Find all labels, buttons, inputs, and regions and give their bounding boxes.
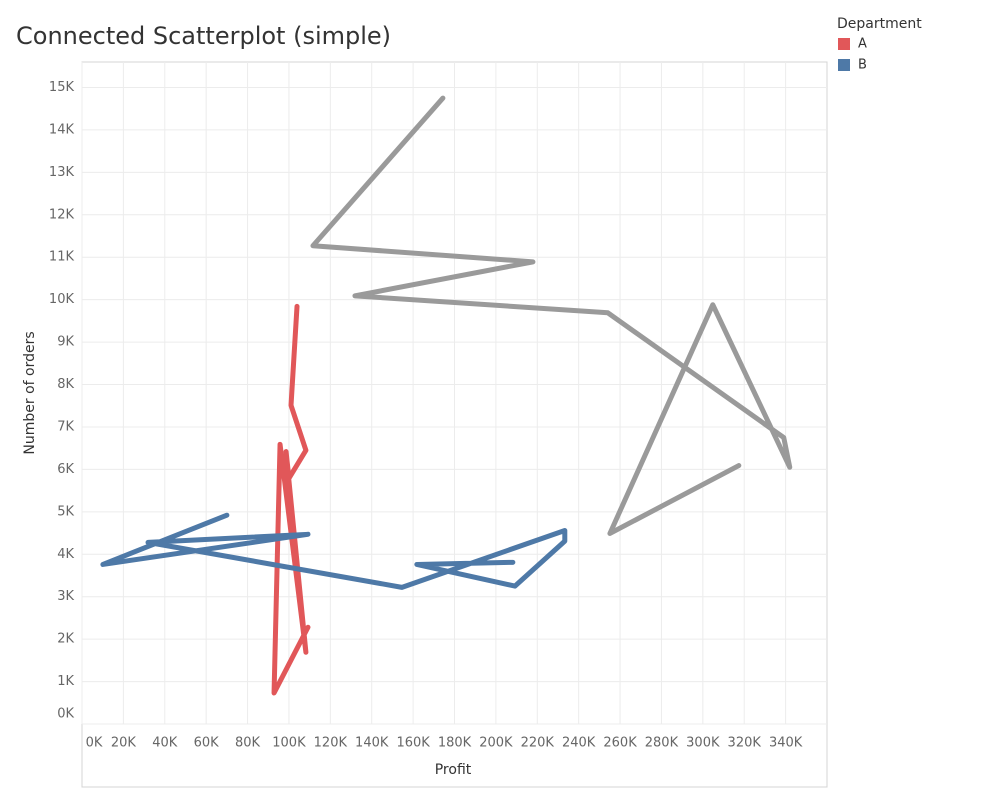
x-tick-label: 240K (562, 736, 596, 751)
x-tick-label: 40K (152, 736, 178, 751)
y-tick-label: 6K (57, 462, 74, 477)
x-tick-label: 60K (194, 736, 220, 751)
chart-title: Connected Scatterplot (simple) (16, 22, 391, 50)
y-tick-label: 7K (57, 419, 74, 434)
x-tick-label: 220K (521, 736, 555, 751)
y-tick-label: 11K (49, 250, 75, 265)
x-tick-label: 0K (86, 736, 103, 751)
y-tick-label: 2K (57, 632, 74, 647)
x-tick-label: 180K (438, 736, 472, 751)
x-tick-label: 320K (728, 736, 762, 751)
x-axis-title: Profit (435, 762, 472, 778)
y-tick-label: 14K (49, 122, 75, 137)
x-tick-label: 160K (396, 736, 430, 751)
y-tick-label: 0K (57, 707, 74, 722)
x-tick-label: 340K (769, 736, 803, 751)
legend-label: A (858, 37, 867, 52)
x-tick-label: 200K (479, 736, 513, 751)
y-tick-label: 4K (57, 547, 74, 562)
y-tick-label: 3K (57, 589, 74, 604)
y-tick-label: 1K (57, 674, 74, 689)
x-tick-label: 100K (272, 736, 306, 751)
series-line (100, 512, 568, 590)
x-tick-label: 140K (355, 736, 389, 751)
x-tick-label: 20K (111, 736, 137, 751)
x-tick-label: 80K (235, 736, 261, 751)
y-axis-title: Number of orders (22, 331, 38, 454)
legend-label: B (858, 58, 867, 73)
series-line (310, 95, 793, 536)
y-tick-label: 12K (49, 207, 75, 222)
x-tick-label: 260K (603, 736, 637, 751)
series-line (271, 303, 311, 696)
y-tick-label: 9K (57, 335, 74, 350)
legend-swatch (838, 38, 850, 50)
x-tick-label: 280K (645, 736, 679, 751)
x-tick-label: 120K (314, 736, 348, 751)
y-tick-label: 5K (57, 504, 74, 519)
legend-swatch (838, 59, 850, 71)
y-tick-label: 8K (57, 377, 74, 392)
y-tick-label: 13K (49, 165, 75, 180)
legend-title: Department (837, 16, 922, 32)
x-tick-label: 300K (686, 736, 720, 751)
y-tick-label: 15K (49, 80, 75, 95)
y-tick-label: 10K (49, 292, 75, 307)
